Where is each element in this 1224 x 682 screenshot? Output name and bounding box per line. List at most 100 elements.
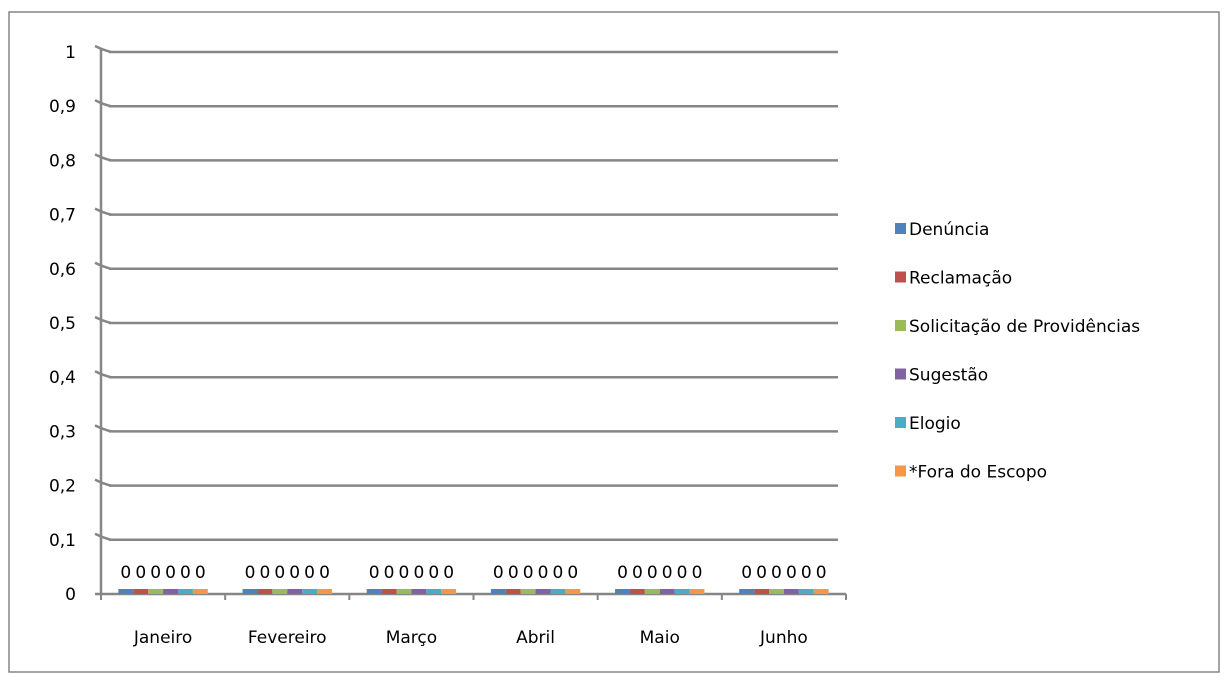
bar — [769, 589, 784, 594]
gridline-cap — [94, 207, 112, 216]
data-label: 0 — [120, 563, 131, 583]
bar — [302, 589, 318, 594]
legend-swatch — [895, 417, 906, 428]
y-tick-label: 0,8 — [49, 151, 76, 171]
legend-swatch — [895, 223, 906, 234]
bar — [441, 589, 457, 594]
data-label: 0 — [245, 563, 256, 583]
bar — [287, 589, 303, 594]
y-tick-label: 0,2 — [49, 477, 76, 497]
gridline-cap — [94, 99, 112, 108]
data-label: 0 — [756, 563, 767, 583]
bar — [177, 589, 193, 594]
data-label: 0 — [741, 563, 752, 583]
data-label: 0 — [801, 563, 812, 583]
bar — [674, 589, 690, 594]
data-label: 0 — [259, 563, 270, 583]
gridline-cap — [94, 370, 112, 379]
x-category-label: Junho — [759, 628, 808, 648]
data-label: 0 — [647, 563, 658, 583]
data-label: 0 — [771, 563, 782, 583]
x-category-label: Janeiro — [133, 628, 192, 648]
y-tick-label: 0,1 — [49, 531, 76, 551]
gridline-cap — [94, 532, 112, 542]
y-tick-label: 0,4 — [49, 368, 76, 388]
data-label: 0 — [195, 563, 206, 583]
bar — [629, 589, 645, 594]
bar — [813, 589, 829, 594]
bar — [615, 589, 630, 594]
bar — [490, 589, 506, 594]
data-label: 0 — [617, 563, 628, 583]
gridline-cap — [94, 44, 112, 54]
x-category-label: Março — [386, 628, 437, 648]
bar — [689, 589, 705, 594]
data-label: 0 — [816, 563, 827, 583]
bar — [133, 589, 149, 594]
chart-frame — [8, 11, 1220, 673]
data-label: 0 — [319, 563, 330, 583]
gridline-cap — [94, 153, 112, 162]
x-category-label: Fevereiro — [248, 628, 327, 648]
data-label: 0 — [523, 563, 534, 583]
data-label: 0 — [413, 563, 424, 583]
y-tick-label: 0,3 — [49, 422, 76, 442]
data-label: 0 — [538, 563, 549, 583]
bar — [520, 589, 536, 594]
data-label: 0 — [662, 563, 673, 583]
data-label: 0 — [135, 563, 146, 583]
legend-label: Elogio — [909, 414, 961, 434]
y-tick-label: 0,6 — [49, 260, 76, 280]
bar — [396, 589, 412, 594]
data-label: 0 — [553, 563, 564, 583]
bar — [192, 589, 208, 594]
legend-swatch — [895, 465, 906, 477]
legend-swatch — [895, 368, 906, 380]
gridline-cap — [94, 261, 112, 271]
data-label: 0 — [692, 563, 703, 583]
bar — [148, 589, 164, 594]
bar — [783, 589, 799, 594]
bar — [505, 589, 521, 594]
data-label: 0 — [493, 563, 504, 583]
bar — [411, 589, 427, 594]
bar — [242, 589, 258, 594]
y-tick-label: 0,9 — [49, 97, 76, 117]
data-label: 0 — [677, 563, 688, 583]
data-label: 0 — [165, 563, 176, 583]
data-label: 0 — [369, 563, 380, 583]
data-label: 0 — [384, 563, 395, 583]
bar — [272, 589, 288, 594]
legend-swatch — [895, 320, 906, 331]
bar — [426, 589, 442, 594]
bar — [366, 589, 382, 594]
legend-label: Sugestão — [909, 366, 988, 386]
data-label: 0 — [150, 563, 161, 583]
bar — [163, 589, 178, 594]
bar — [644, 589, 660, 594]
data-label: 0 — [304, 563, 315, 583]
data-label: 0 — [274, 563, 285, 583]
data-label: 0 — [180, 563, 191, 583]
data-label: 0 — [289, 563, 300, 583]
gridline-cap — [94, 315, 112, 325]
y-tick-label: 0 — [65, 585, 76, 605]
bar — [381, 589, 397, 594]
bar — [659, 589, 675, 594]
legend-label: Solicitação de Providências — [909, 317, 1140, 337]
data-label: 0 — [399, 563, 410, 583]
x-category-label: Abril — [516, 628, 555, 648]
bar — [565, 589, 581, 594]
y-tick-label: 0,5 — [49, 314, 76, 334]
bar — [257, 589, 273, 594]
data-label: 0 — [428, 563, 439, 583]
bar — [317, 589, 332, 594]
y-tick-label: 0,7 — [49, 206, 76, 226]
bar — [550, 589, 566, 594]
bar — [118, 589, 134, 594]
bar — [754, 589, 770, 594]
data-label: 0 — [786, 563, 797, 583]
gridline-cap — [94, 478, 112, 487]
